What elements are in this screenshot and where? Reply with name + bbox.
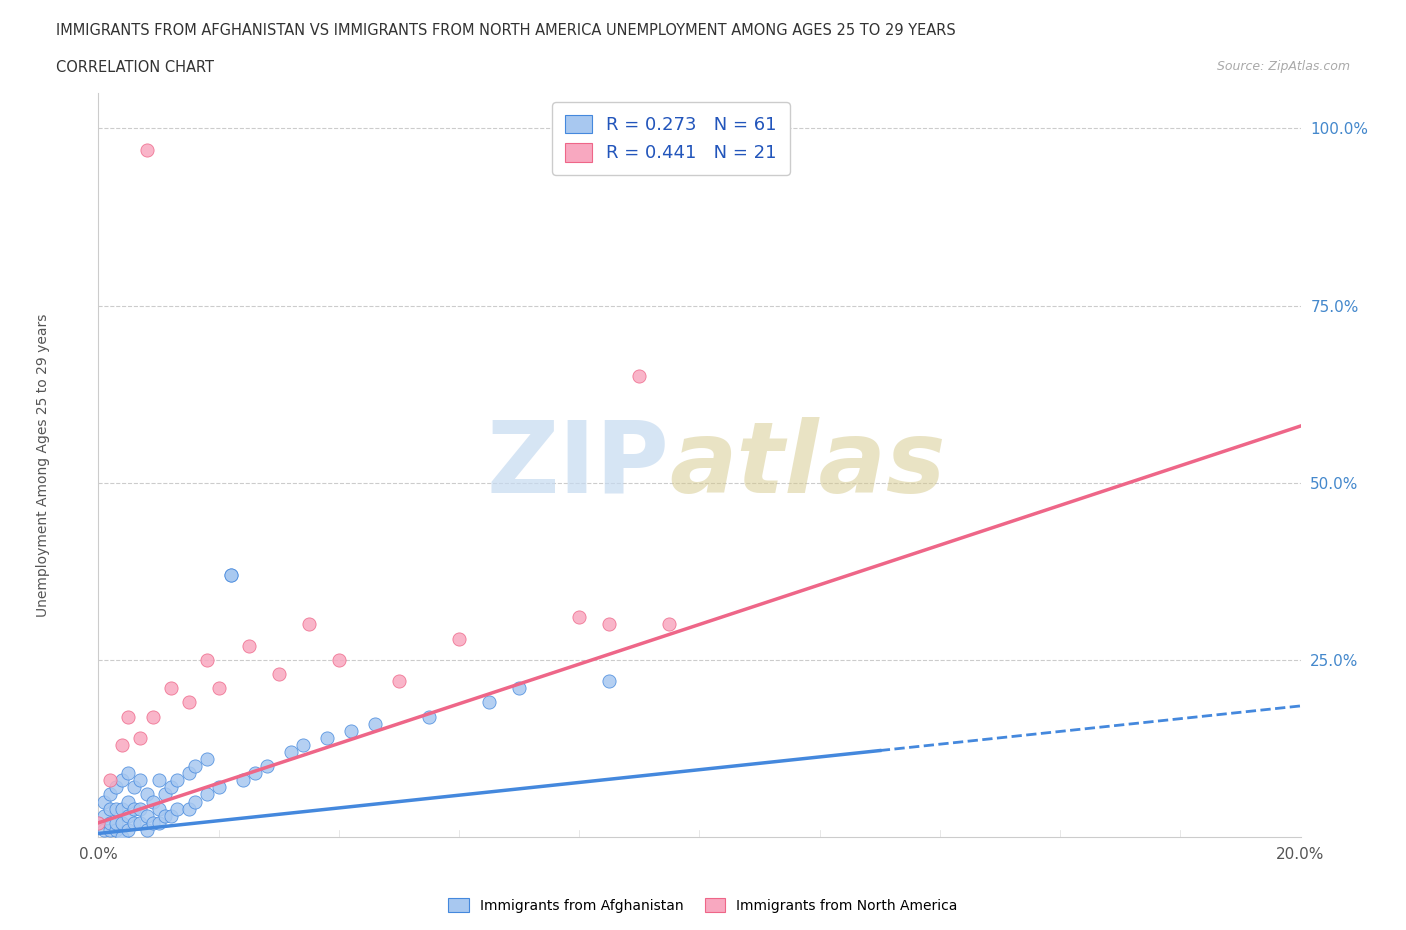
Point xyxy=(508,681,530,696)
Text: IMMIGRANTS FROM AFGHANISTAN VS IMMIGRANTS FROM NORTH AMERICA UNEMPLOYMENT AMONG : IMMIGRANTS FROM AFGHANISTAN VS IMMIGRANT… xyxy=(56,23,956,38)
Text: CORRELATION CHART: CORRELATION CHART xyxy=(56,60,214,75)
Point xyxy=(183,759,205,774)
Point xyxy=(177,802,200,817)
Text: ZIP: ZIP xyxy=(486,417,669,513)
Point xyxy=(159,808,181,823)
Point xyxy=(148,773,170,788)
Point xyxy=(117,822,139,837)
Point xyxy=(135,787,157,802)
Point xyxy=(93,808,115,823)
Point xyxy=(129,802,152,817)
Point xyxy=(598,673,620,688)
Legend: R = 0.273   N = 61, R = 0.441   N = 21: R = 0.273 N = 61, R = 0.441 N = 21 xyxy=(553,102,790,175)
Point xyxy=(148,802,170,817)
Point xyxy=(135,808,157,823)
Point xyxy=(105,816,128,830)
Point xyxy=(141,816,163,830)
Point xyxy=(111,802,134,817)
Point xyxy=(195,751,218,766)
Point xyxy=(141,794,163,809)
Point xyxy=(177,765,200,780)
Point xyxy=(291,737,314,752)
Point xyxy=(166,773,188,788)
Point xyxy=(129,816,152,830)
Point xyxy=(219,567,242,582)
Point xyxy=(124,802,146,817)
Y-axis label: Unemployment Among Ages 25 to 29 years: Unemployment Among Ages 25 to 29 years xyxy=(35,313,49,617)
Point xyxy=(159,780,181,795)
Point xyxy=(238,638,260,653)
Point xyxy=(100,816,122,830)
Point xyxy=(159,681,181,696)
Point xyxy=(340,724,363,738)
Point xyxy=(129,773,152,788)
Point xyxy=(100,822,122,837)
Point xyxy=(100,787,122,802)
Point xyxy=(478,695,501,710)
Point xyxy=(100,773,122,788)
Point xyxy=(232,773,254,788)
Point xyxy=(124,816,146,830)
Point xyxy=(111,773,134,788)
Point xyxy=(418,709,440,724)
Point xyxy=(598,617,620,631)
Point xyxy=(105,802,128,817)
Legend: Immigrants from Afghanistan, Immigrants from North America: Immigrants from Afghanistan, Immigrants … xyxy=(443,893,963,919)
Point xyxy=(87,816,110,830)
Point xyxy=(117,765,139,780)
Point xyxy=(117,794,139,809)
Point xyxy=(100,802,122,817)
Point xyxy=(298,617,321,631)
Text: Source: ZipAtlas.com: Source: ZipAtlas.com xyxy=(1216,60,1350,73)
Point xyxy=(148,816,170,830)
Point xyxy=(129,730,152,745)
Point xyxy=(93,794,115,809)
Point xyxy=(111,830,134,844)
Point xyxy=(105,780,128,795)
Point xyxy=(267,667,290,682)
Point xyxy=(280,745,302,760)
Point xyxy=(447,631,470,646)
Point xyxy=(135,822,157,837)
Point xyxy=(208,780,231,795)
Point xyxy=(93,822,115,837)
Text: atlas: atlas xyxy=(669,417,946,513)
Point xyxy=(315,730,337,745)
Point xyxy=(124,780,146,795)
Point xyxy=(87,816,110,830)
Point xyxy=(177,695,200,710)
Point xyxy=(166,802,188,817)
Point xyxy=(388,673,411,688)
Point xyxy=(111,737,134,752)
Point xyxy=(219,567,242,582)
Point xyxy=(117,808,139,823)
Point xyxy=(135,142,157,157)
Point xyxy=(141,709,163,724)
Point xyxy=(117,709,139,724)
Point xyxy=(628,369,651,384)
Point xyxy=(195,787,218,802)
Point xyxy=(256,759,278,774)
Point xyxy=(105,822,128,837)
Point xyxy=(658,617,681,631)
Point xyxy=(195,653,218,668)
Point xyxy=(153,808,176,823)
Point xyxy=(111,816,134,830)
Point xyxy=(208,681,231,696)
Point xyxy=(243,765,266,780)
Point xyxy=(568,610,591,625)
Point xyxy=(183,794,205,809)
Point xyxy=(328,653,350,668)
Point xyxy=(364,716,387,731)
Point xyxy=(153,787,176,802)
